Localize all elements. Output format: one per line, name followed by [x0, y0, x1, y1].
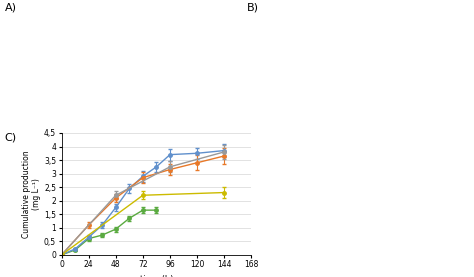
Text: B): B)	[246, 3, 258, 13]
Text: C): C)	[5, 133, 17, 143]
Text: A): A)	[5, 3, 17, 13]
Y-axis label: Cumulative production
(mg L⁻¹): Cumulative production (mg L⁻¹)	[22, 150, 41, 238]
X-axis label: time (h): time (h)	[140, 275, 173, 277]
